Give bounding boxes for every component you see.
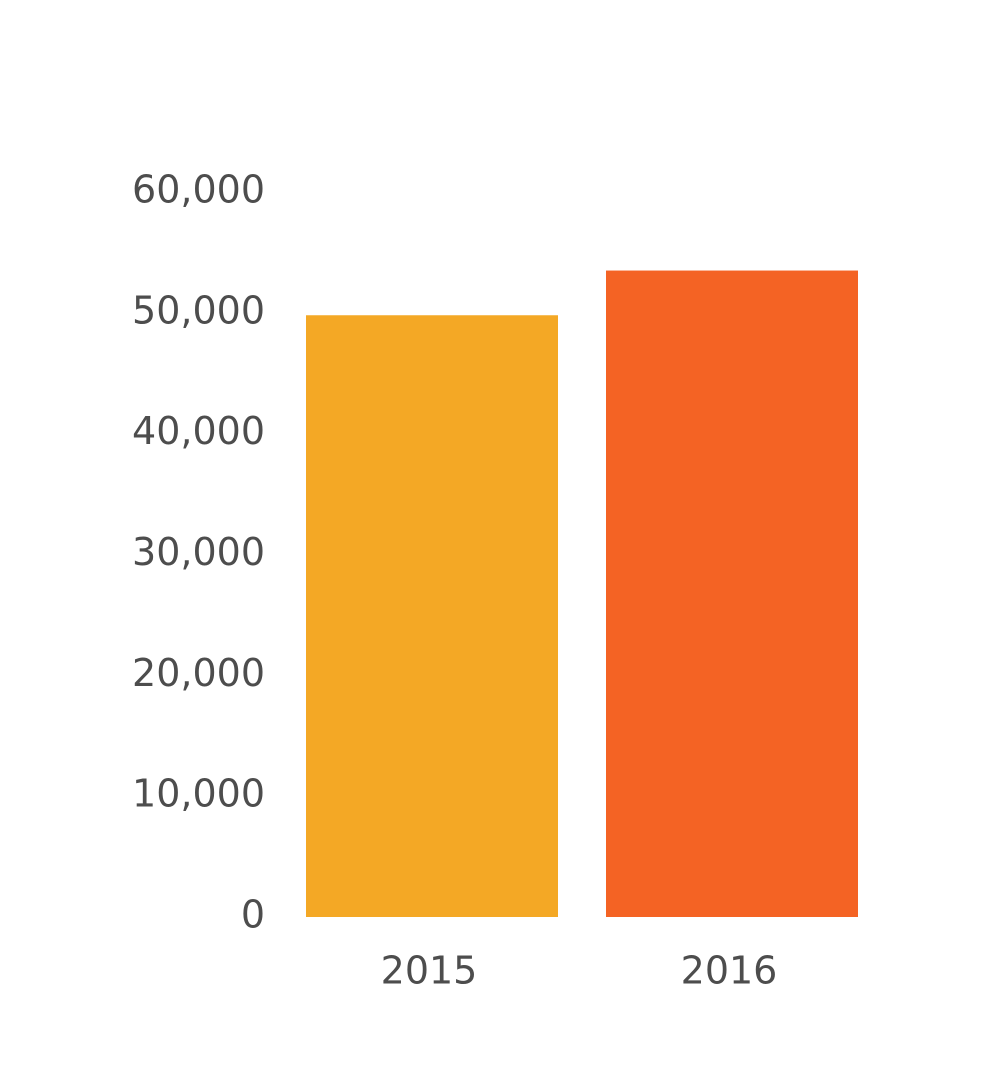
y-tick-label: 20,000: [132, 651, 265, 695]
y-tick-label: 10,000: [132, 772, 265, 816]
y-tick-label: 30,000: [132, 530, 265, 574]
y-tick-label: 50,000: [132, 288, 265, 332]
bar: [306, 315, 558, 917]
bar: [606, 270, 858, 918]
y-tick-label: 60,000: [132, 168, 265, 212]
y-tick-label: 0: [241, 893, 265, 937]
x-tick-label: 2016: [681, 949, 778, 993]
x-tick-label: 2015: [381, 949, 478, 993]
y-tick-label: 40,000: [132, 409, 265, 453]
